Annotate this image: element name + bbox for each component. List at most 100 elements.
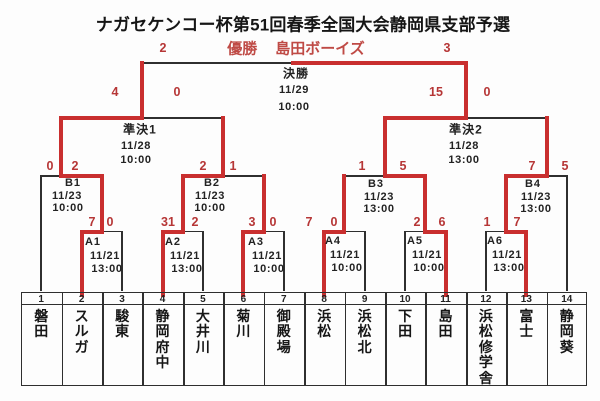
match-a3-time: 10:00 — [253, 263, 285, 275]
match-final-label: 決勝 — [282, 66, 310, 81]
bracket-line — [41, 175, 62, 177]
table-row-divider — [22, 303, 586, 306]
match-a3-score-left: 3 — [248, 215, 256, 229]
winner-path-line — [322, 229, 327, 297]
team-name-char: 士 — [519, 323, 534, 339]
winner-path-line — [504, 174, 509, 234]
team-seed-6: 6 — [240, 294, 247, 305]
match-semi2-time: 13:00 — [448, 154, 480, 166]
team-seed-13: 13 — [520, 294, 532, 305]
team-seed-1: 1 — [38, 294, 44, 305]
match-b2-label: B2 — [203, 177, 221, 189]
bracket-line — [182, 230, 203, 233]
table-column-divider — [142, 292, 145, 385]
match-a1-label: A1 — [84, 236, 102, 248]
table-column-divider — [465, 292, 468, 385]
team-name-char: 井 — [195, 323, 210, 339]
team-name-11: 島田 — [438, 307, 453, 340]
match-final-score-left: 2 — [159, 41, 167, 55]
winner-path-line — [504, 229, 529, 234]
match-a6-time: 13:00 — [493, 262, 525, 274]
team-name-char: 菊 — [236, 307, 251, 324]
match-b2-score-left: 2 — [199, 159, 207, 173]
match-a6-date: 11/21 — [492, 249, 522, 261]
match-a5-time: 10:00 — [413, 262, 445, 274]
match-semi1-score-left: 4 — [111, 85, 119, 99]
bracket-line — [121, 230, 123, 292]
team-seed-14: 14 — [561, 294, 573, 305]
winner-path-line — [443, 229, 448, 297]
match-a6-score-right: 7 — [513, 215, 521, 229]
team-name-char: 府 — [155, 338, 170, 355]
team-name-char: 松 — [478, 323, 493, 339]
match-b4-date: 11/23 — [521, 191, 551, 203]
match-semi2-score-right: 0 — [483, 85, 491, 99]
match-a5-score-right: 6 — [438, 215, 446, 229]
winner-path-line — [382, 116, 468, 120]
table-column-divider — [344, 292, 347, 385]
winner-path-line — [140, 61, 145, 120]
team-name-char: 舎 — [478, 369, 493, 386]
team-seed-5: 5 — [200, 294, 206, 305]
winner-path-line — [180, 174, 226, 178]
team-name-char: ル — [74, 323, 89, 339]
team-name-5: 大井川 — [195, 308, 210, 356]
bracket-line — [363, 230, 366, 292]
team-name-1: 磐田 — [34, 308, 48, 340]
winner-path-line — [463, 61, 468, 120]
match-final-date: 11/29 — [279, 84, 309, 96]
team-name-char: 浜 — [317, 307, 332, 324]
match-a5-date: 11/21 — [412, 249, 442, 261]
team-seed-2: 2 — [78, 294, 85, 305]
match-semi2-score-left: 15 — [429, 85, 443, 99]
match-b3-label: B3 — [367, 178, 385, 190]
champion-label: 優勝 — [227, 40, 258, 58]
bracket-line — [101, 230, 123, 233]
winner-path-line — [221, 116, 226, 178]
winner-path-line — [59, 116, 64, 178]
table-column-divider — [425, 292, 428, 385]
team-name-char: 島 — [438, 307, 453, 324]
match-b1-score-right: 2 — [71, 159, 79, 173]
winner-path-line — [160, 229, 165, 297]
match-a1-date: 11/21 — [90, 250, 120, 262]
champion-banner: 優勝 島田ボーイズ — [227, 38, 365, 59]
bracket-line — [565, 175, 568, 292]
bracket-line — [404, 230, 406, 292]
winner-path-line — [261, 174, 266, 234]
bracket-line — [263, 230, 284, 233]
team-name-char: 中 — [155, 354, 170, 370]
match-a5-label: A5 — [406, 235, 424, 247]
team-name-char: 岡 — [559, 323, 574, 339]
team-name-char: 学 — [478, 354, 493, 370]
team-name-char: 静 — [155, 307, 170, 324]
team-name-char: 富 — [519, 307, 534, 324]
team-name-char: ス — [74, 307, 89, 324]
winner-path-line — [99, 174, 104, 234]
match-b2-time: 10:00 — [194, 202, 226, 214]
bracket-line — [405, 230, 426, 233]
team-seed-4: 4 — [159, 294, 166, 305]
team-name-char: 修 — [478, 338, 493, 355]
team-name-char: 静 — [559, 307, 574, 324]
winner-path-line — [322, 229, 347, 234]
match-b4-score-left: 7 — [528, 159, 536, 173]
match-semi1-time: 10:00 — [120, 154, 152, 166]
match-a4-time: 10:00 — [331, 262, 363, 274]
team-name-8: 浜松 — [317, 307, 332, 340]
team-name-char: 駿 — [115, 307, 130, 324]
match-b2-score-right: 1 — [229, 159, 237, 173]
match-a1-score-left: 7 — [88, 215, 96, 229]
team-name-char: 浜 — [357, 307, 372, 324]
match-b4-score-right: 5 — [561, 159, 569, 173]
team-name-2: スルガ — [74, 307, 89, 356]
bracket-line — [465, 117, 547, 119]
winner-path-line — [291, 61, 468, 65]
team-name-char: 葵 — [559, 338, 574, 355]
table-column-divider — [546, 292, 549, 385]
match-semi1-date: 11/28 — [121, 140, 151, 152]
match-final-time: 10:00 — [278, 101, 310, 113]
winner-path-line — [241, 229, 246, 297]
match-a6-score-left: 1 — [483, 215, 491, 229]
